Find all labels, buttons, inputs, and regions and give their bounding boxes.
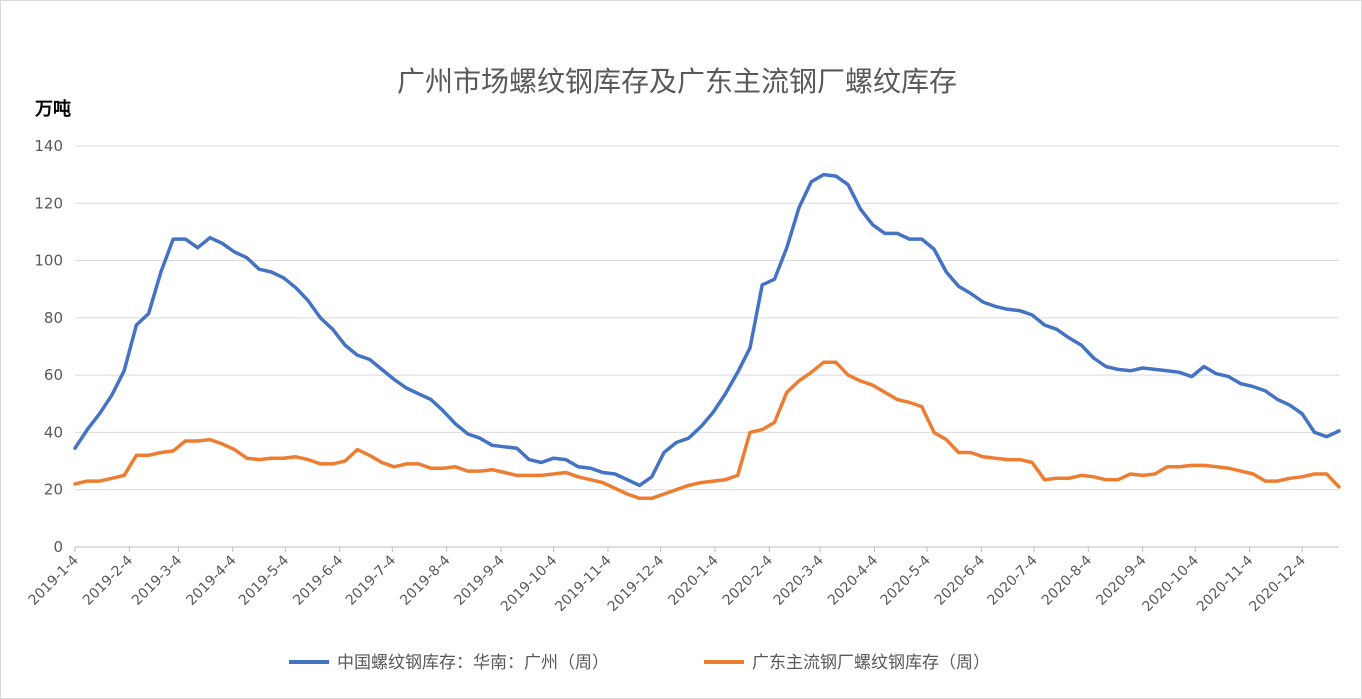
y-tick-label: 60 — [44, 366, 63, 384]
x-tick-label: 2020-12-4 — [1246, 552, 1309, 615]
y-tick-label: 20 — [44, 481, 63, 499]
legend-label-series-1: 中国螺纹钢库存：华南：广州（周） — [337, 653, 609, 673]
series-line-2 — [73, 360, 1341, 501]
y-tick-label: 140 — [34, 137, 63, 155]
x-tick-label: 2019-8-4 — [397, 552, 453, 608]
x-tick-label: 2020-6-4 — [932, 552, 988, 608]
x-tick-label: 2019-10-4 — [498, 552, 561, 615]
series-lines — [73, 172, 1341, 501]
y-axis-ticks: 0 20 40 60 80 100 120 140 — [34, 137, 63, 556]
x-tick-label: 2019-2-4 — [80, 552, 136, 608]
x-tick-label: 2020-9-4 — [1093, 552, 1149, 608]
x-tick-label: 2020-3-4 — [771, 552, 827, 608]
y-tick-label: 120 — [34, 194, 63, 212]
x-tick-label: 2020-7-4 — [985, 552, 1041, 608]
y-tick-label: 0 — [53, 538, 63, 556]
legend: 中国螺纹钢库存：华南：广州（周） 广东主流钢厂螺纹钢库存（周） — [289, 653, 990, 673]
x-tick-label: 2020-8-4 — [1039, 552, 1095, 608]
x-tick-label: 2019-9-4 — [452, 552, 508, 608]
x-tick-label: 2020-10-4 — [1140, 552, 1203, 615]
x-tick-label: 2020-1-4 — [665, 552, 721, 608]
x-tick-label: 2019-3-4 — [129, 552, 185, 608]
y-tick-label: 100 — [34, 252, 63, 270]
y-tick-label: 40 — [44, 423, 63, 441]
x-tick-label: 2020-4-4 — [825, 552, 881, 608]
x-tick-label: 2020-2-4 — [720, 552, 776, 608]
y-axis-unit-label: 万吨 — [34, 98, 71, 120]
x-tick-label: 2020-5-4 — [878, 552, 934, 608]
x-tick-label: 2019-5-4 — [236, 552, 292, 608]
x-tick-label: 2019-7-4 — [343, 552, 399, 608]
x-tick-label: 2019-12-4 — [605, 552, 668, 615]
series-line-1 — [73, 172, 1341, 488]
x-axis-ticks: 2019-1-42019-2-42019-3-42019-4-42019-5-4… — [26, 547, 1309, 615]
x-tick-label: 2019-6-4 — [290, 552, 346, 608]
gridlines — [75, 145, 1339, 548]
x-tick-label: 2019-4-4 — [183, 552, 239, 608]
chart-title: 广州市场螺纹钢库存及广东主流钢厂螺纹库存 — [397, 65, 957, 98]
x-tick-label: 2019-1-4 — [26, 552, 82, 608]
legend-label-series-2: 广东主流钢厂螺纹钢库存（周） — [752, 653, 990, 673]
y-tick-label: 80 — [44, 309, 63, 327]
